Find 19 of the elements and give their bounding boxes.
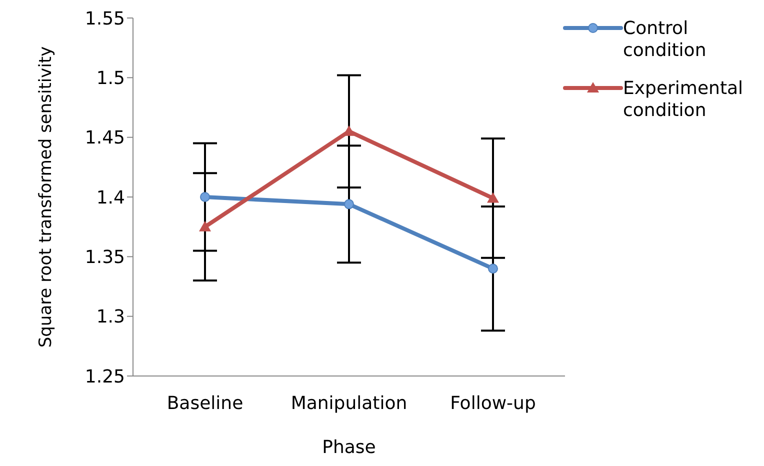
point bbox=[344, 199, 354, 210]
point bbox=[200, 192, 210, 202]
y-tick-label: 1.4 bbox=[96, 187, 125, 208]
y-tick-label: 1.25 bbox=[84, 366, 125, 388]
legend-label: Control condition bbox=[623, 18, 708, 62]
point bbox=[487, 192, 499, 203]
y-tick-label: 1.55 bbox=[84, 8, 125, 30]
x-tick-label: Baseline bbox=[166, 392, 244, 414]
legend-label: Experimental condition bbox=[623, 78, 744, 122]
y-axis-title: Square root transformed sensitivity bbox=[36, 46, 56, 348]
y-tick-label: 1.5 bbox=[96, 68, 125, 90]
y-tick-label: 1.35 bbox=[84, 247, 125, 268]
y-tick-label: 1.3 bbox=[96, 306, 125, 328]
x-tick-label: Manipulation bbox=[290, 392, 408, 414]
x-axis-title: Phase bbox=[322, 436, 376, 458]
point bbox=[199, 220, 211, 232]
y-tick-label: 1.45 bbox=[84, 128, 125, 149]
x-tick-label: Follow-up bbox=[450, 392, 536, 414]
point bbox=[488, 264, 498, 274]
